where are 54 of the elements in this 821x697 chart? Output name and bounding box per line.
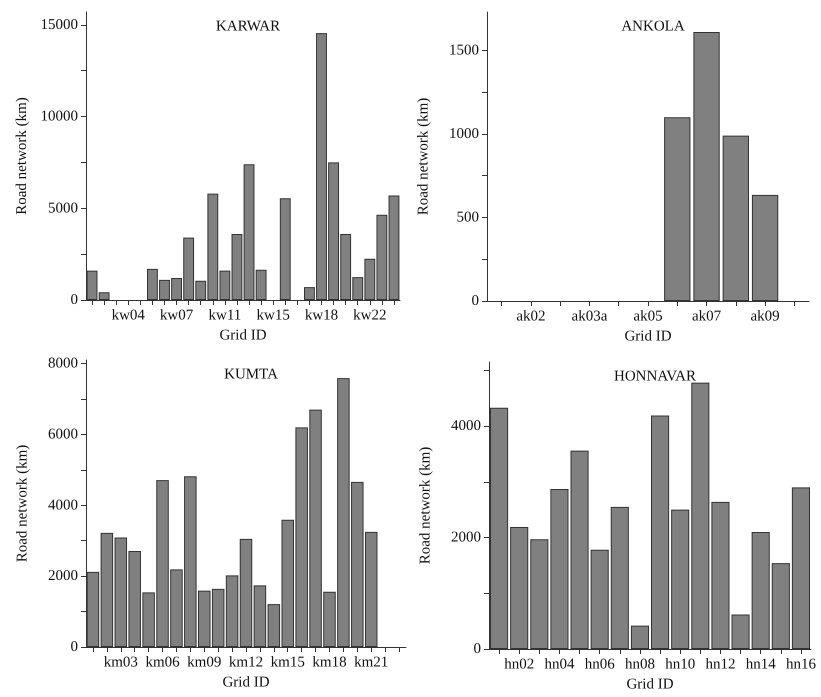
x-tick-label: ak07	[692, 308, 722, 324]
y-tick-label: 0	[70, 292, 78, 308]
y-tick-label: 0	[70, 639, 78, 655]
x-tick-label: kw11	[208, 308, 242, 324]
x-tick-label: hn02	[504, 656, 534, 672]
x-tick-label: km12	[228, 654, 264, 670]
x-axis-title: Grid ID	[624, 328, 672, 344]
chart-title: HONNAVAR	[614, 368, 696, 384]
x-axis-title: Grid ID	[222, 674, 270, 690]
y-tick-label: 5000	[48, 200, 78, 216]
y-tick-label: 15000	[40, 16, 78, 33]
y-axis-title: Road network (km)	[416, 98, 432, 216]
x-tick-label: hn12	[705, 656, 736, 672]
y-axis-title: Road network (km)	[14, 97, 30, 215]
x-tick-label: kw15	[256, 308, 290, 324]
x-tick-label: hn04	[544, 656, 575, 672]
y-tick-label: 0	[472, 293, 479, 309]
y-tick-label: 6000	[48, 426, 78, 442]
chart-title: ANKOLA	[621, 18, 685, 34]
x-tick-label: km15	[270, 654, 305, 670]
y-tick-label: 4000	[48, 497, 78, 514]
y-tick-label: 0	[474, 641, 481, 657]
y-tick-label: 10000	[40, 108, 78, 125]
x-axis-title: Grid ID	[626, 676, 674, 692]
x-tick-label: hn14	[746, 656, 776, 672]
x-tick-label: kw22	[353, 308, 386, 324]
x-tick-label: ak03a	[572, 308, 608, 324]
x-tick-label: hn16	[786, 656, 816, 672]
x-tick-label: ak05	[633, 308, 663, 324]
x-tick-label: ak09	[750, 308, 780, 324]
x-tick-label: kw18	[304, 308, 338, 324]
x-tick-label: kw07	[160, 308, 194, 324]
y-tick-label: 2000	[48, 568, 78, 584]
chart-title: KUMTA	[224, 366, 278, 382]
x-tick-label: hn06	[584, 656, 616, 672]
x-tick-label: hn08	[624, 656, 655, 672]
y-axis-title: Road network (km)	[14, 444, 30, 562]
x-axis-title: Grid ID	[219, 328, 267, 344]
x-tick-label: km21	[354, 654, 388, 670]
y-tick-label: 500	[456, 209, 479, 226]
x-tick-label: km03	[104, 654, 138, 670]
x-tick-label: kw04	[112, 308, 146, 324]
y-axis-title: Road network (km)	[418, 446, 434, 564]
x-tick-label: ak02	[516, 308, 546, 324]
y-tick-label: 1000	[449, 126, 479, 142]
x-tick-label: km06	[145, 654, 180, 670]
chart-title: KARWAR	[216, 18, 280, 34]
y-tick-label: 2000	[451, 530, 481, 546]
x-tick-label: km18	[312, 654, 347, 670]
x-tick-label: hn10	[665, 656, 696, 672]
y-tick-label: 1500	[449, 42, 479, 58]
y-tick-label: 8000	[48, 356, 78, 372]
x-tick-label: km09	[187, 654, 222, 670]
y-tick-label: 4000	[451, 418, 481, 434]
